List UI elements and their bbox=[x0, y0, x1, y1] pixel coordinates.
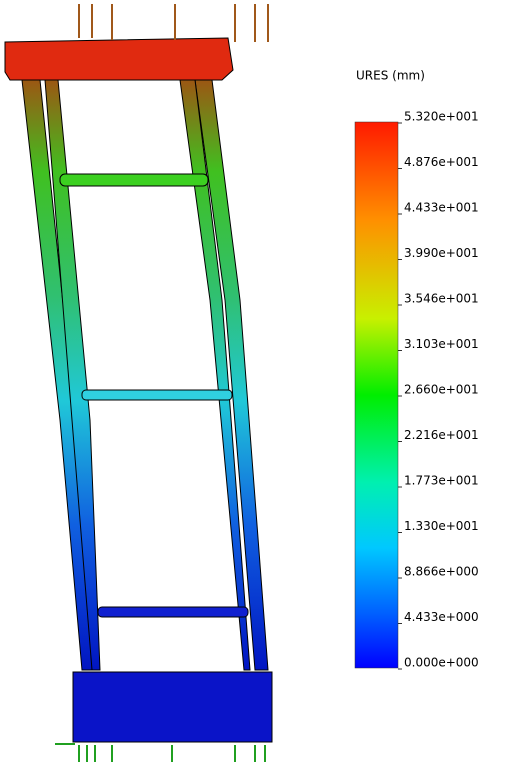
base bbox=[73, 672, 272, 742]
tick-label: 2.216e+001 bbox=[404, 428, 479, 442]
color-bar bbox=[355, 122, 398, 668]
tick-label: 3.546e+001 bbox=[404, 292, 479, 306]
result-view: URES (mm) 5.320e+001 4.876e+001 4.433e+001… bbox=[0, 0, 524, 774]
tick-label: 0.000e+000 bbox=[404, 656, 479, 670]
crossbar bbox=[82, 390, 232, 400]
tick-label: 4.433e+000 bbox=[404, 610, 479, 624]
top-plate bbox=[5, 38, 233, 80]
tick-label: 2.660e+001 bbox=[404, 383, 479, 397]
crossbar bbox=[60, 174, 208, 186]
tick-label: 3.990e+001 bbox=[404, 246, 479, 260]
tick-label: 8.866e+000 bbox=[404, 565, 479, 579]
tick-label: 5.320e+001 bbox=[404, 110, 479, 124]
tick-label: 4.433e+001 bbox=[404, 201, 479, 215]
legend-ticks: 5.320e+001 4.876e+001 4.433e+001 3.990e+001… bbox=[398, 110, 479, 670]
model bbox=[5, 38, 272, 742]
fixtures bbox=[55, 744, 265, 762]
tick-label: 4.876e+001 bbox=[404, 155, 479, 169]
tick-label: 1.773e+001 bbox=[404, 474, 479, 488]
left-leg-inner bbox=[45, 80, 100, 670]
tick-label: 1.330e+001 bbox=[404, 519, 479, 533]
load-arrows bbox=[79, 4, 268, 42]
legend-title: URES (mm) bbox=[356, 69, 425, 83]
crossbar bbox=[98, 607, 248, 617]
tick-label: 3.103e+001 bbox=[404, 337, 479, 351]
